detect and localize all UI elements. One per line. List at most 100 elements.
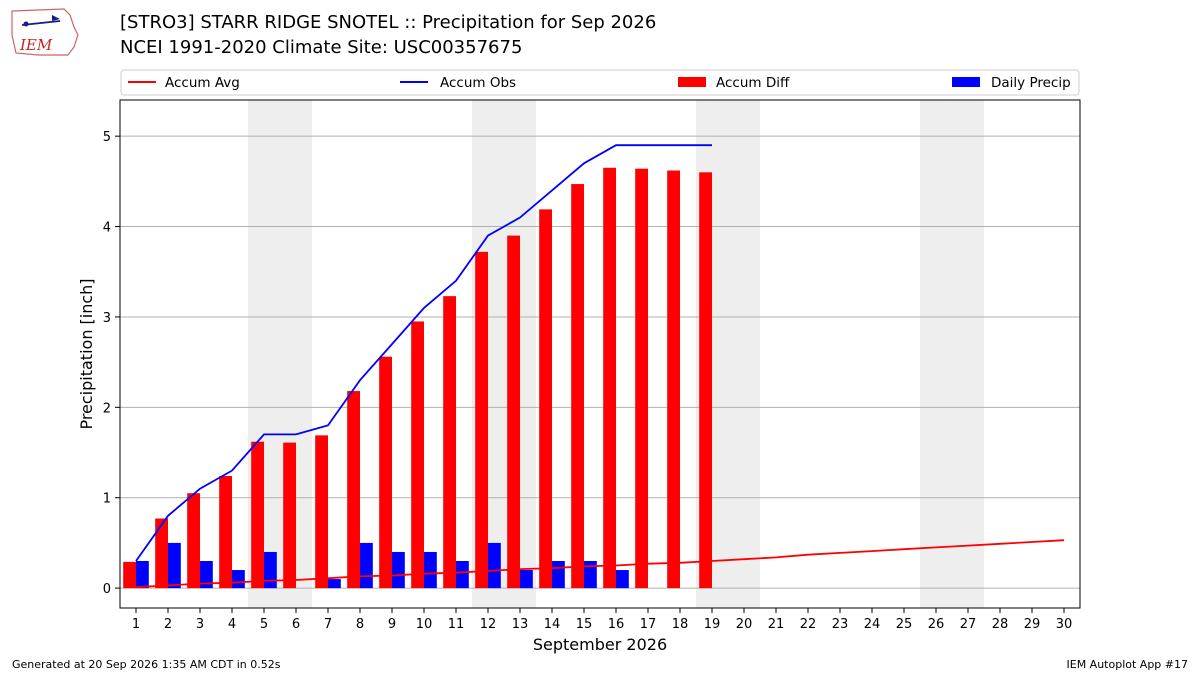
legend-label: Accum Avg: [165, 75, 240, 91]
weekend-band: [248, 100, 312, 608]
daily-precip-bar: [488, 542, 501, 589]
daily-precip-bar: [264, 551, 277, 589]
accum-diff-bar: [443, 296, 456, 589]
daily-precip-bar: [168, 542, 181, 589]
weekend-band: [920, 100, 984, 608]
legend-label: Daily Precip: [991, 75, 1071, 91]
weekend-band: [472, 100, 536, 608]
x-axis-label: September 2026: [533, 635, 667, 654]
accum-diff-bar: [187, 493, 200, 589]
x-tick-label: 2: [164, 617, 172, 632]
x-tick-label: 11: [448, 617, 465, 632]
x-tick-label: 18: [672, 617, 689, 632]
app-footer: IEM Autoplot App #17: [1066, 658, 1189, 671]
daily-precip-bar: [360, 542, 373, 589]
legend: Accum Avg Accum Obs Accum Diff Daily Precip: [120, 69, 1080, 96]
x-tick-label: 30: [1056, 617, 1073, 632]
x-tick-label: 29: [1024, 617, 1041, 632]
x-tick-label: 4: [228, 617, 236, 632]
x-tick-label: 7: [324, 617, 332, 632]
logo-text: IEM: [19, 36, 53, 54]
legend-swatch: [952, 77, 980, 87]
x-tick-label: 13: [512, 617, 529, 632]
x-tick-label: 19: [704, 617, 721, 632]
y-axis: 0 1 2 3 4 5: [103, 130, 120, 597]
x-tick-label: 17: [640, 617, 657, 632]
legend-label: Accum Obs: [440, 75, 516, 91]
accum-diff-bar: [347, 391, 360, 589]
x-tick-label: 8: [356, 617, 364, 632]
iowa-outline: [11, 8, 79, 56]
generated-footer: Generated at 20 Sep 2026 1:35 AM CDT in …: [12, 658, 281, 671]
accum-diff-bar: [379, 356, 392, 589]
y-tick-label: 1: [103, 492, 111, 507]
y-tick-label: 4: [103, 221, 111, 236]
daily-precip-bar: [328, 579, 341, 589]
y-tick-label: 3: [103, 311, 111, 326]
accum-diff-bar: [539, 209, 552, 589]
gridlines: [120, 135, 1080, 589]
accum-avg-line: [135, 539, 1065, 589]
x-tick-label: 21: [768, 617, 785, 632]
daily-precip-bar: [616, 570, 629, 589]
daily-precip-bar: [552, 560, 565, 589]
x-tick-label: 1: [132, 617, 140, 632]
daily-precip-bar: [584, 560, 597, 589]
x-tick-label: 28: [992, 617, 1009, 632]
accum-diff-bar: [219, 476, 232, 589]
plot-frame: [119, 99, 1081, 609]
accum-obs-line: [135, 144, 712, 562]
daily-precip-bar: [424, 551, 437, 589]
chart-subtitle: NCEI 1991-2020 Climate Site: USC00357675: [120, 37, 523, 58]
x-tick-label: 27: [960, 617, 977, 632]
x-tick-label: 14: [544, 617, 561, 632]
x-tick-label: 15: [576, 617, 593, 632]
accum-diff-bar: [635, 168, 648, 589]
x-tick-label: 9: [388, 617, 396, 632]
legend-box: [120, 69, 1080, 96]
weekend-band: [696, 100, 760, 608]
accum-diff-bar: [603, 167, 616, 589]
accum-diff-bar: [411, 321, 424, 589]
daily-precip-bar: [136, 560, 149, 589]
x-tick-label: 6: [292, 617, 300, 632]
x-tick-label: 20: [736, 617, 753, 632]
legend-swatch: [678, 77, 706, 87]
x-tick-label: 3: [196, 617, 204, 632]
x-tick-label: 25: [896, 617, 913, 632]
accum-diff-bar: [283, 442, 296, 589]
accum-diff-bar: [123, 561, 136, 589]
daily-precip-bar: [392, 551, 405, 589]
x-tick-label: 10: [416, 617, 433, 632]
daily-precip-bar: [232, 570, 245, 589]
x-tick-label: 24: [864, 617, 881, 632]
line-series: [135, 144, 1065, 589]
x-tick-label: 16: [608, 617, 625, 632]
chart-title: [STRO3] STARR RIDGE SNOTEL :: Precipitat…: [120, 12, 657, 33]
x-tick-label: 5: [260, 617, 268, 632]
accum-diff-bar: [571, 184, 584, 589]
legend-label: Accum Diff: [716, 75, 790, 91]
accum-diff-bar: [667, 170, 680, 589]
y-tick-label: 2: [103, 401, 111, 416]
x-axis: 1 2 3 4 5 6 7 8 9 10 11 12 13 14 15 16 17 18 19 20 21 22 23 24 2…: [132, 608, 1072, 632]
accum-diff-bar: [155, 518, 168, 589]
weekend-shading: [248, 100, 984, 608]
x-tick-label: 12: [480, 617, 497, 632]
x-tick-label: 23: [832, 617, 849, 632]
bar-series: [123, 167, 712, 589]
accum-diff-bar: [315, 435, 328, 589]
x-tick-label: 26: [928, 617, 945, 632]
daily-precip-bar: [520, 570, 533, 589]
x-tick-label: 22: [800, 617, 817, 632]
y-axis-label: Precipitation [inch]: [77, 278, 96, 429]
daily-precip-bar: [200, 560, 213, 589]
y-tick-label: 0: [103, 582, 111, 597]
accum-diff-bar: [475, 251, 488, 589]
y-tick-label: 5: [103, 130, 111, 145]
daily-precip-bar: [456, 560, 469, 589]
accum-diff-bar: [507, 235, 520, 589]
accum-diff-bar: [251, 441, 264, 589]
iem-logo: IEM: [11, 8, 79, 56]
